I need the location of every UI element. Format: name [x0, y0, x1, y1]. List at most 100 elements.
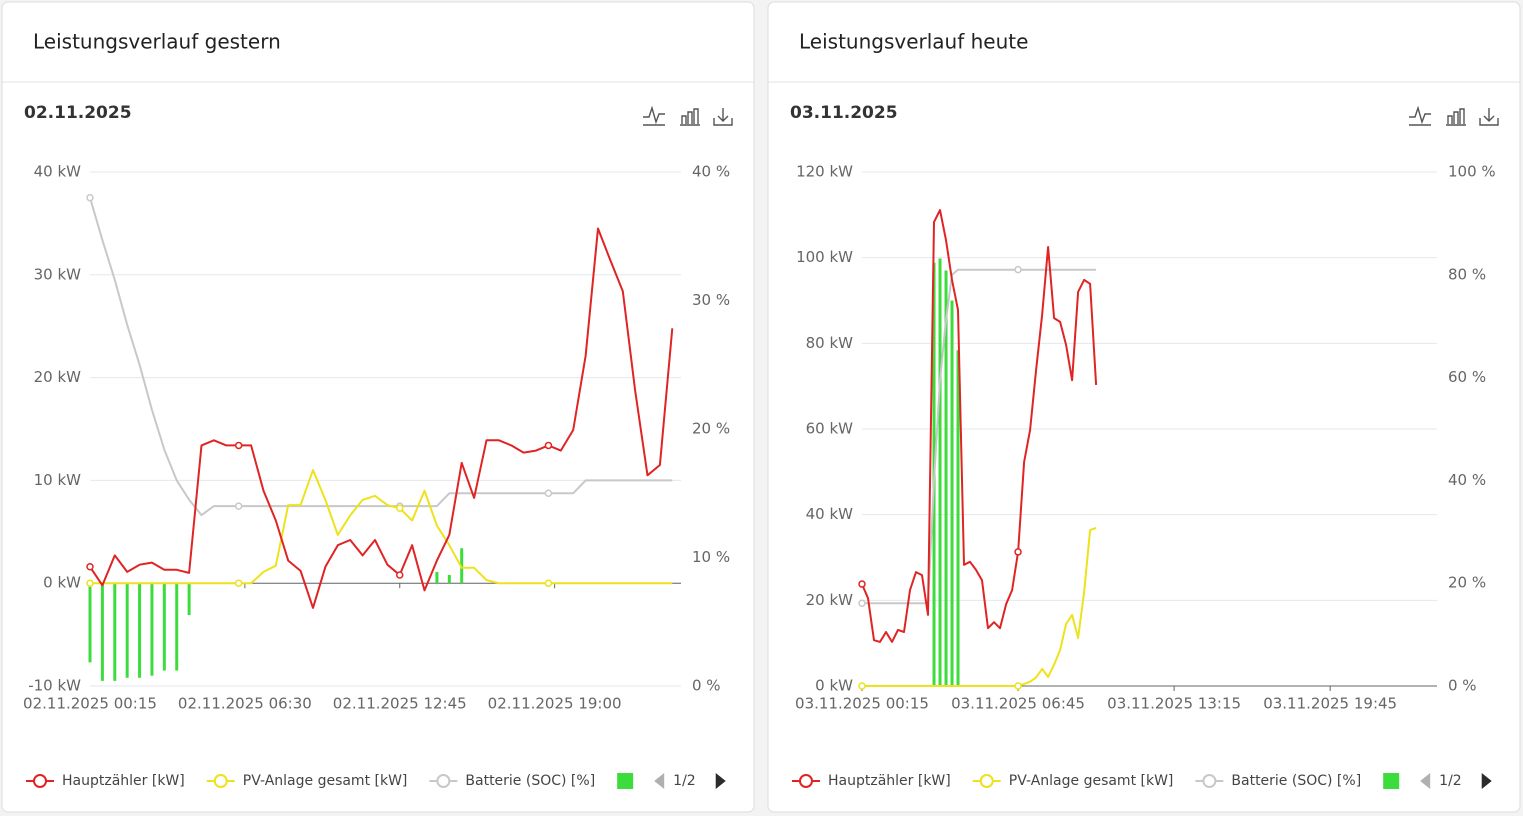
series-line [89, 197, 673, 517]
legend-next[interactable] [1481, 773, 1492, 789]
card: Leistungsverlauf gestern 02.11.2025 -10 kW… [1, 1, 755, 813]
legend-marker [436, 774, 451, 788]
point-marker [86, 193, 94, 202]
point-marker [858, 682, 866, 690]
bar [150, 583, 154, 676]
legend-prev[interactable] [1420, 773, 1431, 789]
bar [162, 583, 166, 671]
legend-label[interactable]: PV-Anlage gesamt [kW] [1009, 773, 1174, 789]
bar [187, 583, 191, 616]
y-tick-label: 0 kW [43, 574, 81, 592]
series-line [90, 469, 673, 585]
point-marker [858, 599, 866, 607]
line-view-button[interactable] [643, 105, 665, 126]
y-tick-label: 100 kW [796, 248, 853, 266]
point-marker [234, 502, 243, 510]
legend-swatch[interactable] [617, 773, 634, 789]
y2-tick-label: 0 % [692, 677, 721, 695]
bar [944, 270, 948, 686]
download-button[interactable] [713, 108, 733, 126]
legend-marker [799, 774, 813, 788]
y2-tick-label: 100 % [1448, 163, 1496, 181]
x-tick-label: 03.11.2025 00:15 [795, 695, 929, 713]
y-tick-label: 80 kW [806, 334, 854, 352]
x-tick-label: 02.11.2025 00:15 [23, 695, 157, 713]
legend-label[interactable]: Hauptzähler [kW] [828, 773, 951, 789]
bar [938, 258, 942, 686]
x-tick-label: 02.11.2025 19:00 [488, 695, 622, 713]
y2-tick-label: 20 % [1448, 574, 1486, 592]
y-tick-label: 20 kW [34, 368, 82, 386]
point-marker [395, 571, 404, 579]
legend-marker [979, 774, 994, 788]
point-marker [86, 563, 94, 571]
bar [138, 583, 142, 678]
y2-tick-label: 80 % [1448, 265, 1486, 283]
card-frame [1, 1, 755, 813]
point-marker [234, 441, 243, 450]
y2-tick-label: 40 % [1448, 471, 1486, 489]
point-marker [1014, 265, 1022, 274]
legend-swatch[interactable] [1383, 773, 1400, 789]
bar [113, 583, 117, 681]
y2-tick-label: 60 % [1448, 368, 1486, 386]
bar [100, 583, 104, 681]
x-tick-label: 02.11.2025 06:30 [178, 695, 312, 713]
legend-marker [213, 774, 228, 788]
x-tick-label: 03.11.2025 06:45 [951, 695, 1085, 713]
y2-tick-label: 20 % [692, 420, 730, 438]
legend-label[interactable]: Hauptzähler [kW] [62, 773, 185, 789]
point-marker [544, 489, 553, 497]
x-tick-label: 02.11.2025 12:45 [333, 695, 467, 713]
series-line [861, 209, 1098, 643]
y-tick-label: 60 kW [806, 420, 854, 438]
y2-tick-label: 10 % [692, 548, 730, 566]
point-marker [1014, 548, 1022, 556]
chart-date: 03.11.2025 [790, 103, 898, 123]
y-tick-label: 120 kW [796, 163, 853, 181]
series-line [89, 227, 674, 609]
bar [125, 583, 129, 678]
point-marker [234, 579, 243, 587]
series-line [862, 268, 1097, 605]
bar [447, 574, 451, 584]
legend-label[interactable]: Batterie (SOC) [%] [1231, 773, 1361, 789]
line-view-button[interactable] [1409, 105, 1431, 126]
y2-tick-label: 0 % [1448, 677, 1477, 695]
legend-page: 1/2 [1439, 773, 1462, 789]
legend-marker [1202, 774, 1217, 788]
point-marker [544, 579, 553, 587]
x-tick-label: 03.11.2025 19:45 [1263, 695, 1397, 713]
card: Leistungsverlauf heute 03.11.2025 0 kW 20 k… [767, 1, 1521, 813]
legend-page: 1/2 [673, 773, 696, 789]
download-button[interactable] [1479, 108, 1499, 126]
card-title: Leistungsverlauf gestern [33, 30, 281, 54]
x-tick-label: 03.11.2025 13:15 [1107, 695, 1241, 713]
card-title: Leistungsverlauf heute [799, 30, 1028, 54]
bar [956, 350, 960, 686]
bar [88, 583, 92, 663]
y-tick-label: 10 kW [34, 471, 82, 489]
point-marker [86, 579, 94, 587]
point-marker [544, 441, 553, 450]
bar-view-button[interactable] [1446, 108, 1466, 126]
bar [175, 583, 179, 671]
bar [950, 300, 954, 686]
y2-tick-label: 40 % [692, 163, 730, 181]
legend-label[interactable]: Batterie (SOC) [%] [465, 773, 595, 789]
card-frame [767, 1, 1521, 813]
y-tick-label: 30 kW [34, 265, 82, 283]
y-tick-label: 40 kW [806, 505, 854, 523]
legend-next[interactable] [715, 773, 726, 789]
legend-prev[interactable] [654, 773, 665, 789]
y-tick-label: 40 kW [34, 163, 82, 181]
point-marker [1014, 682, 1022, 690]
legend-marker [33, 774, 47, 788]
y-tick-label: 0 kW [815, 677, 853, 695]
y-tick-label: -10 kW [28, 677, 81, 695]
point-marker [858, 580, 866, 588]
chart-date: 02.11.2025 [24, 103, 132, 123]
bar-view-button[interactable] [680, 108, 700, 126]
legend-label[interactable]: PV-Anlage gesamt [kW] [243, 773, 408, 789]
